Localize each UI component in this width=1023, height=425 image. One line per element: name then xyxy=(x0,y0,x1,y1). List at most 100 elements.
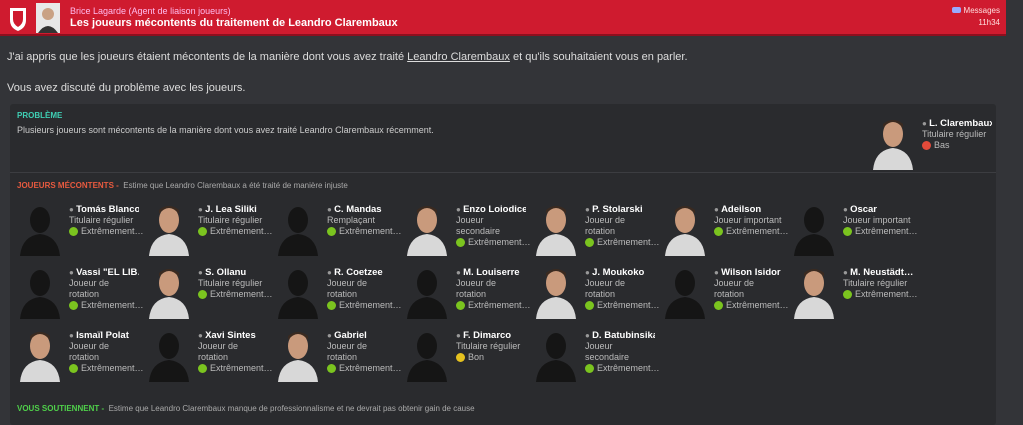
player-card[interactable]: ● Ismaïl Polat Joueur de rotation Extrêmem… xyxy=(17,326,146,386)
player-info: ● M. Louiserre Joueur de rotation Extrêmem… xyxy=(456,267,531,311)
player-name: ● R. Coetzee xyxy=(327,267,383,278)
status-icon xyxy=(69,301,78,310)
player-name-text[interactable]: D. Batubinsika xyxy=(592,330,655,341)
player-info: ● Vassi "EL LIB…Joueur de rotationExtrêm… xyxy=(69,267,144,311)
player-role: Titulaire régulier xyxy=(198,215,263,225)
player-role: Joueur de rotation xyxy=(327,278,368,299)
message-header: Brice Lagarde (Agent de liaison joueurs)… xyxy=(0,0,1006,36)
player-name: ● Adeilson xyxy=(714,204,762,215)
player-name: ● C. Mandas xyxy=(327,204,382,215)
player-face xyxy=(407,206,447,256)
problem-player[interactable]: ● L. Clarembaux Titulaire régulier Bas xyxy=(870,114,999,174)
status-icon xyxy=(714,227,723,236)
player-card[interactable]: ● J. Moukoko Joueur de rotation Extrêmemen… xyxy=(533,263,662,323)
inbox-link[interactable]: Messages xyxy=(951,6,1000,15)
player-info: ● S. Ollanu Titulaire régulier Extrêmement… xyxy=(198,267,273,300)
problem-label: PROBLÈME xyxy=(17,111,63,120)
player-card[interactable]: ● Gabriel Joueur de rotation Extrêmement… xyxy=(275,326,404,386)
player-card[interactable]: ● Wilson Isidor Joueur de rotation Extrême… xyxy=(662,263,791,323)
player-face xyxy=(536,333,576,382)
header-icons xyxy=(10,3,60,33)
player-status: Extrêmement… xyxy=(69,300,144,311)
status-text: Extrêmement… xyxy=(339,363,402,373)
player-face xyxy=(407,270,447,319)
player-face xyxy=(149,269,189,319)
player-card[interactable]: ● S. Ollanu Titulaire régulier Extrêmement… xyxy=(146,263,275,323)
player-card[interactable]: ● R. Coetzee Joueur de rotation Extrêmemen… xyxy=(275,263,404,323)
player-card[interactable]: ● C. Mandas Remplaçant Extrêmement… xyxy=(275,200,404,260)
status-icon xyxy=(843,227,852,236)
player-name-text[interactable]: Gabriel xyxy=(334,330,367,341)
status-icon xyxy=(69,227,78,236)
player-name-text[interactable]: J. Moukoko xyxy=(592,267,645,278)
player-name-text[interactable]: C. Mandas xyxy=(334,204,382,215)
sender: Brice Lagarde (Agent de liaison joueurs) xyxy=(70,6,231,16)
player-role: Joueur secondaire xyxy=(585,341,630,362)
status-text: Extrêmement… xyxy=(210,289,273,299)
player-name-text[interactable]: Vassi "EL LIB… xyxy=(76,267,139,278)
player-name-text[interactable]: J. Lea Siliki xyxy=(205,204,257,215)
player-card[interactable]: ● P. Stolarski Joueur de rotation Extrêmem… xyxy=(533,200,662,260)
player-card[interactable]: ● M. Neustädt… Titulaire régulier Extrêmem… xyxy=(791,263,920,323)
player-info: ● J. Lea Siliki Titulaire régulier Extrême… xyxy=(198,204,273,237)
unhappy-text: Estime que Leandro Clarembaux a été trai… xyxy=(123,181,348,190)
inbox-label[interactable]: Messages xyxy=(963,6,1000,15)
player-link[interactable]: Leandro Clarembaux xyxy=(407,51,510,63)
support-label: VOUS SOUTIENNENT - xyxy=(17,404,105,413)
status-icon xyxy=(198,227,207,236)
player-role: Joueur de rotation xyxy=(327,341,368,362)
player-name: ● Gabriel xyxy=(327,330,367,341)
player-name-text[interactable]: Enzo Loiodice xyxy=(463,204,526,215)
player-face xyxy=(149,206,189,256)
player-card[interactable]: ● Vassi "EL LIB…Joueur de rotationExtrêm… xyxy=(17,263,146,323)
player-name-text[interactable]: L. Clarembaux xyxy=(929,118,992,129)
player-face xyxy=(536,206,576,256)
player-name-text[interactable]: Wilson Isidor xyxy=(721,267,781,278)
player-info: ● Gabriel Joueur de rotation Extrêmement… xyxy=(327,330,402,374)
player-role: Joueur de rotation xyxy=(585,215,626,236)
player-status: Extrêmement… xyxy=(843,289,918,300)
player-card[interactable]: ● M. Louiserre Joueur de rotation Extrêmem… xyxy=(404,263,533,323)
player-name-text[interactable]: R. Coetzee xyxy=(334,267,383,278)
player-face xyxy=(278,207,318,256)
player-name: ● Wilson Isidor xyxy=(714,267,781,278)
player-name-text[interactable]: Adeilson xyxy=(721,204,762,215)
player-status: Extrêmement… xyxy=(714,300,789,311)
status-text: Extrêmement… xyxy=(726,300,789,310)
player-role: Joueur important xyxy=(714,215,782,225)
player-name-text[interactable]: F. Dimarco xyxy=(463,330,512,341)
player-card[interactable]: ● F. Dimarco Titulaire régulier Bon xyxy=(404,326,533,386)
player-card[interactable]: ● J. Lea Siliki Titulaire régulier Extrême… xyxy=(146,200,275,260)
player-status: Extrêmement… xyxy=(843,226,918,237)
player-info: ● Adeilson Joueur important Extrêmement… xyxy=(714,204,789,237)
player-name-text[interactable]: Xavi Sintes xyxy=(205,330,256,341)
player-name-text[interactable]: M. Louiserre xyxy=(463,267,520,278)
player-card[interactable]: ● Tomás Blanco Titulaire régulier Extrêmem… xyxy=(17,200,146,260)
player-status: Extrêmement… xyxy=(327,300,402,311)
player-info: ● D. Batubinsika Joueur secondaire Extrême… xyxy=(585,330,660,374)
player-name: ● M. Louiserre xyxy=(456,267,520,278)
status-icon xyxy=(585,301,594,310)
player-name-text[interactable]: S. Ollanu xyxy=(205,267,247,278)
player-card[interactable]: ● Adeilson Joueur important Extrêmement… xyxy=(662,200,791,260)
player-name-text[interactable]: Oscar xyxy=(850,204,877,215)
player-name-text[interactable]: Ismaïl Polat xyxy=(76,330,129,341)
player-card[interactable]: ● Oscar Joueur important Extrêmement… xyxy=(791,200,920,260)
player-name-text[interactable]: Tomás Blanco xyxy=(76,204,139,215)
player-role: Joueur secondaire xyxy=(456,215,501,236)
player-face xyxy=(149,333,189,382)
status-text: Extrêmement… xyxy=(855,226,918,236)
player-name-text[interactable]: M. Neustädt… xyxy=(850,267,913,278)
player-card[interactable]: ● D. Batubinsika Joueur secondaire Extrême… xyxy=(533,326,662,386)
player-role: Joueur de rotation xyxy=(69,278,110,299)
player-card[interactable]: ● Enzo Loiodice Joueur secondaire Extrêmem… xyxy=(404,200,533,260)
player-face xyxy=(278,270,318,319)
player-card[interactable]: ● Xavi Sintes Joueur de rotation Extrêmeme… xyxy=(146,326,275,386)
player-name-text[interactable]: P. Stolarski xyxy=(592,204,643,215)
support-header: VOUS SOUTIENNENT - Estime que Leandro Cl… xyxy=(17,404,475,413)
player-status: Extrêmement… xyxy=(69,363,144,374)
status-text: Extrêmement… xyxy=(468,300,531,310)
status-icon xyxy=(456,238,465,247)
player-face xyxy=(794,269,834,319)
